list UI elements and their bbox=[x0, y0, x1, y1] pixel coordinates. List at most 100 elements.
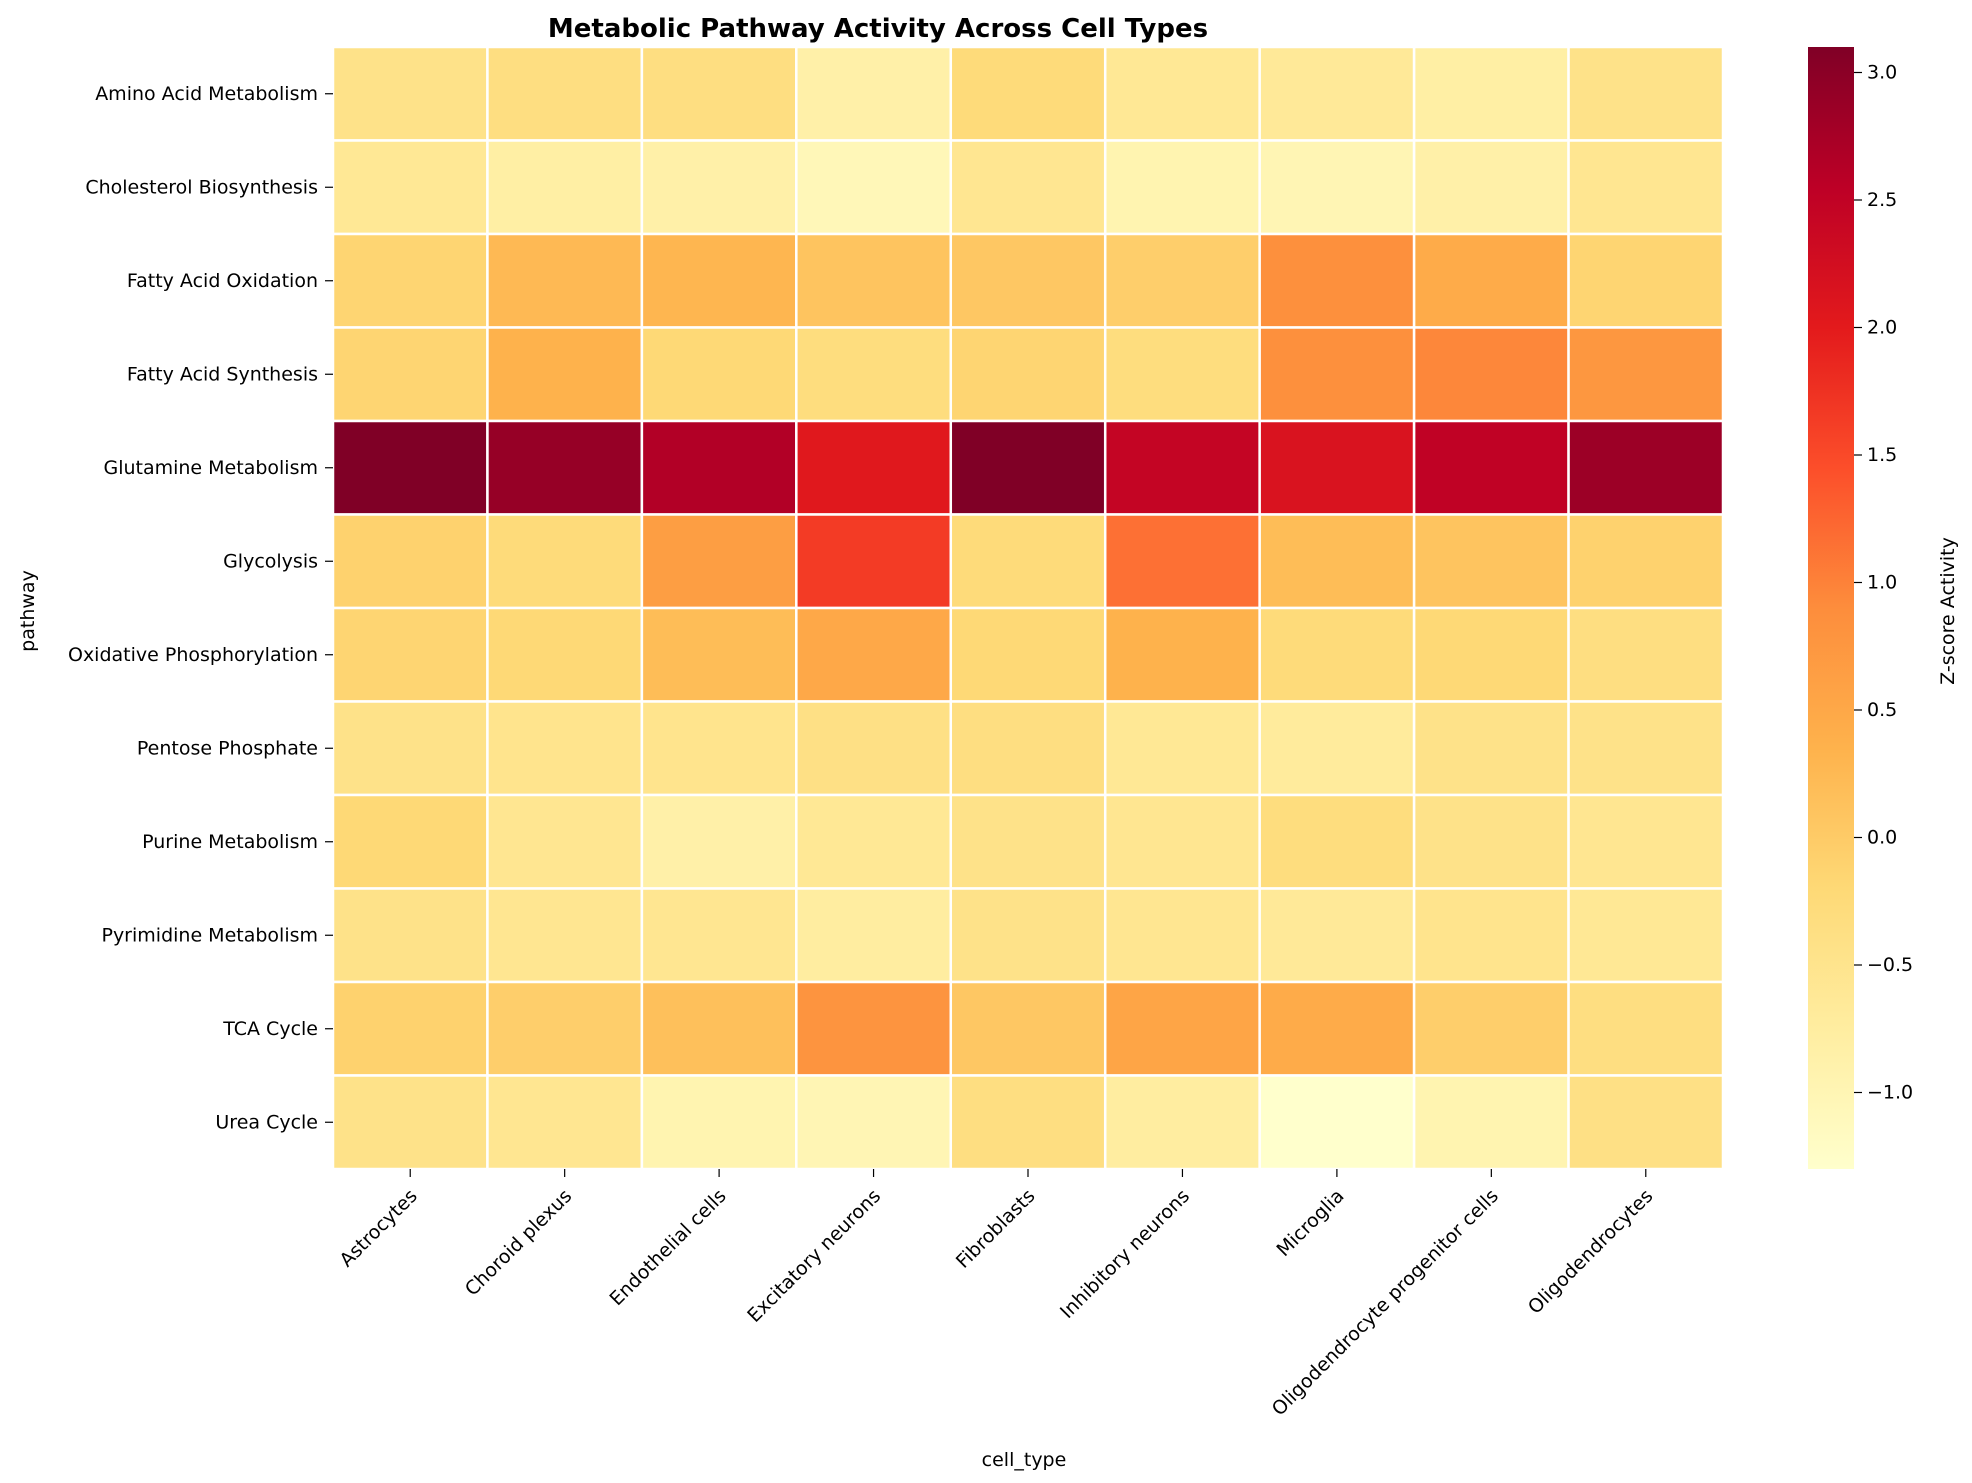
heatmap-cell-glutamine-metabolism-fibroblasts bbox=[949, 419, 1107, 516]
colorbar: −1.0 −0.5 0.0 0.5 1.0 1.5 2.0 2.5 3.0 bbox=[1808, 47, 1913, 1169]
heatmap-cell-urea-cycle-endothelial-cells bbox=[640, 1074, 798, 1171]
heatmap-cell-glutamine-metabolism-inhibitory-neurons bbox=[1103, 419, 1261, 516]
heatmap-cell-purine-metabolism-microglia bbox=[1258, 793, 1416, 890]
heatmap-cell-amino-acid-metabolism-fibroblasts bbox=[949, 45, 1107, 142]
heatmap-cell-tca-cycle-choroid-plexus bbox=[486, 980, 644, 1077]
y-tick-label: Glycolysis bbox=[223, 550, 318, 572]
heatmap-cell-cholesterol-biosynthesis-excitatory-neurons bbox=[795, 139, 953, 236]
heatmap-cell-glycolysis-oligodendrocyte-progenitor-cells bbox=[1412, 513, 1570, 610]
colorbar-label: Z-score Activity bbox=[1937, 537, 1959, 685]
heatmap-cell-cholesterol-biosynthesis-oligodendrocyte-progenitor-cells bbox=[1412, 139, 1570, 236]
heatmap-cell-cholesterol-biosynthesis-choroid-plexus bbox=[486, 139, 644, 236]
heatmap-cell-fatty-acid-oxidation-microglia bbox=[1258, 232, 1416, 329]
x-tick-label: Astrocytes bbox=[335, 1185, 421, 1271]
heatmap-cell-amino-acid-metabolism-choroid-plexus bbox=[486, 45, 644, 142]
heatmap-cell-amino-acid-metabolism-inhibitory-neurons bbox=[1103, 45, 1261, 142]
heatmap-cell-fatty-acid-oxidation-oligodendrocyte-progenitor-cells bbox=[1412, 232, 1570, 329]
heatmap-cell-pyrimidine-metabolism-inhibitory-neurons bbox=[1103, 887, 1261, 984]
heatmap-cell-tca-cycle-inhibitory-neurons bbox=[1103, 980, 1261, 1077]
heatmap-cell-amino-acid-metabolism-microglia bbox=[1258, 45, 1416, 142]
heatmap-cell-purine-metabolism-inhibitory-neurons bbox=[1103, 793, 1261, 890]
heatmap-cell-fatty-acid-synthesis-microglia bbox=[1258, 326, 1416, 423]
heatmap-cell-tca-cycle-oligodendrocytes bbox=[1567, 980, 1725, 1077]
heatmap-cell-glycolysis-oligodendrocytes bbox=[1567, 513, 1725, 610]
heatmap-cell-pentose-phosphate-astrocytes bbox=[331, 700, 489, 797]
heatmap-cell-pentose-phosphate-choroid-plexus bbox=[486, 700, 644, 797]
heatmap-cell-glycolysis-endothelial-cells bbox=[640, 513, 798, 610]
heatmap-cell-oxidative-phosphorylation-inhibitory-neurons bbox=[1103, 606, 1261, 703]
heatmap-cell-tca-cycle-fibroblasts bbox=[949, 980, 1107, 1077]
heatmap-cell-pyrimidine-metabolism-oligodendrocyte-progenitor-cells bbox=[1412, 887, 1570, 984]
heatmap-cell-tca-cycle-endothelial-cells bbox=[640, 980, 798, 1077]
heatmap-cell-fatty-acid-synthesis-endothelial-cells bbox=[640, 326, 798, 423]
heatmap-cell-glutamine-metabolism-excitatory-neurons bbox=[795, 419, 953, 516]
heatmap-cell-pentose-phosphate-oligodendrocyte-progenitor-cells bbox=[1412, 700, 1570, 797]
heatmap-cell-amino-acid-metabolism-excitatory-neurons bbox=[795, 45, 953, 142]
heatmap-cell-fatty-acid-oxidation-choroid-plexus bbox=[486, 232, 644, 329]
heatmap-cell-urea-cycle-choroid-plexus bbox=[486, 1074, 644, 1171]
x-tick-label: Oligodendrocytes bbox=[1524, 1185, 1658, 1319]
heatmap-cell-glutamine-metabolism-oligodendrocyte-progenitor-cells bbox=[1412, 419, 1570, 516]
heatmap-cell-tca-cycle-excitatory-neurons bbox=[795, 980, 953, 1077]
colorbar-tick-label: 0.0 bbox=[1867, 827, 1897, 849]
heatmap-cell-amino-acid-metabolism-astrocytes bbox=[331, 45, 489, 142]
heatmap-cell-pentose-phosphate-inhibitory-neurons bbox=[1103, 700, 1261, 797]
heatmap-cell-fatty-acid-synthesis-choroid-plexus bbox=[486, 326, 644, 423]
y-tick-label: Amino Acid Metabolism bbox=[95, 83, 318, 105]
colorbar-tick-label: 1.5 bbox=[1867, 444, 1897, 466]
x-tick-label: Inhibitory neurons bbox=[1056, 1185, 1194, 1323]
x-tick-label: Endothelial cells bbox=[606, 1185, 731, 1310]
heatmap-cell-glycolysis-inhibitory-neurons bbox=[1103, 513, 1261, 610]
heatmap-cell-oxidative-phosphorylation-choroid-plexus bbox=[486, 606, 644, 703]
colorbar-tick-label: 0.5 bbox=[1867, 699, 1897, 721]
colorbar-tick-label: 2.0 bbox=[1867, 317, 1897, 339]
x-tick-label: Microglia bbox=[1273, 1185, 1349, 1261]
heatmap-cell-purine-metabolism-excitatory-neurons bbox=[795, 793, 953, 890]
heatmap-cell-pyrimidine-metabolism-excitatory-neurons bbox=[795, 887, 953, 984]
heatmap-cell-purine-metabolism-fibroblasts bbox=[949, 793, 1107, 890]
y-tick-label: Purine Metabolism bbox=[142, 831, 318, 853]
heatmap-cell-urea-cycle-oligodendrocytes bbox=[1567, 1074, 1725, 1171]
heatmap-cell-urea-cycle-inhibitory-neurons bbox=[1103, 1074, 1261, 1171]
heatmap-cell-purine-metabolism-oligodendrocytes bbox=[1567, 793, 1725, 890]
y-tick-label: Oxidative Phosphorylation bbox=[68, 644, 318, 666]
chart-title: Metabolic Pathway Activity Across Cell T… bbox=[548, 14, 1208, 44]
heatmap-cell-pyrimidine-metabolism-fibroblasts bbox=[949, 887, 1107, 984]
x-tick-label: Excitatory neurons bbox=[743, 1185, 885, 1327]
heatmap-cell-oxidative-phosphorylation-fibroblasts bbox=[949, 606, 1107, 703]
y-tick-label: Fatty Acid Synthesis bbox=[127, 363, 318, 385]
colorbar-tick-label: 1.0 bbox=[1867, 572, 1897, 594]
heatmap-cell-glycolysis-fibroblasts bbox=[949, 513, 1107, 610]
colorbar-tick-label: 3.0 bbox=[1867, 62, 1897, 84]
heatmap-cell-fatty-acid-synthesis-oligodendrocytes bbox=[1567, 326, 1725, 423]
heatmap-cell-fatty-acid-synthesis-astrocytes bbox=[331, 326, 489, 423]
y-tick-label: Glutamine Metabolism bbox=[103, 457, 318, 479]
heatmap-cell-cholesterol-biosynthesis-astrocytes bbox=[331, 139, 489, 236]
heatmap-cell-urea-cycle-astrocytes bbox=[331, 1074, 489, 1171]
heatmap-cell-amino-acid-metabolism-oligodendrocyte-progenitor-cells bbox=[1412, 45, 1570, 142]
y-tick-label: TCA Cycle bbox=[222, 1018, 318, 1040]
heatmap-cell-fatty-acid-oxidation-excitatory-neurons bbox=[795, 232, 953, 329]
x-tick-label: Choroid plexus bbox=[461, 1185, 576, 1300]
heatmap-cell-pyrimidine-metabolism-choroid-plexus bbox=[486, 887, 644, 984]
heatmap-cell-amino-acid-metabolism-oligodendrocytes bbox=[1567, 45, 1725, 142]
y-axis: Amino Acid Metabolism Cholesterol Biosynt… bbox=[68, 83, 333, 1133]
colorbar-tick-label: −0.5 bbox=[1867, 954, 1913, 976]
colorbar-gradient bbox=[1808, 47, 1854, 1169]
heatmap-cell-cholesterol-biosynthesis-oligodendrocytes bbox=[1567, 139, 1725, 236]
y-tick-label: Pentose Phosphate bbox=[137, 737, 318, 759]
y-axis-label: pathway bbox=[17, 570, 39, 652]
x-tick-label: Fibroblasts bbox=[952, 1185, 1040, 1273]
heatmap-cell-glutamine-metabolism-astrocytes bbox=[331, 419, 489, 516]
heatmap-cell-pyrimidine-metabolism-endothelial-cells bbox=[640, 887, 798, 984]
heatmap-cell-urea-cycle-oligodendrocyte-progenitor-cells bbox=[1412, 1074, 1570, 1171]
heatmap-cell-purine-metabolism-choroid-plexus bbox=[486, 793, 644, 890]
heatmap-cell-fatty-acid-oxidation-inhibitory-neurons bbox=[1103, 232, 1261, 329]
heatmap-cell-fatty-acid-synthesis-excitatory-neurons bbox=[795, 326, 953, 423]
heatmap-cell-pyrimidine-metabolism-oligodendrocytes bbox=[1567, 887, 1725, 984]
heatmap-cell-fatty-acid-synthesis-fibroblasts bbox=[949, 326, 1107, 423]
heatmap-cell-glutamine-metabolism-oligodendrocytes bbox=[1567, 419, 1725, 516]
heatmap-cell-oxidative-phosphorylation-oligodendrocytes bbox=[1567, 606, 1725, 703]
heatmap-cell-fatty-acid-oxidation-astrocytes bbox=[331, 232, 489, 329]
